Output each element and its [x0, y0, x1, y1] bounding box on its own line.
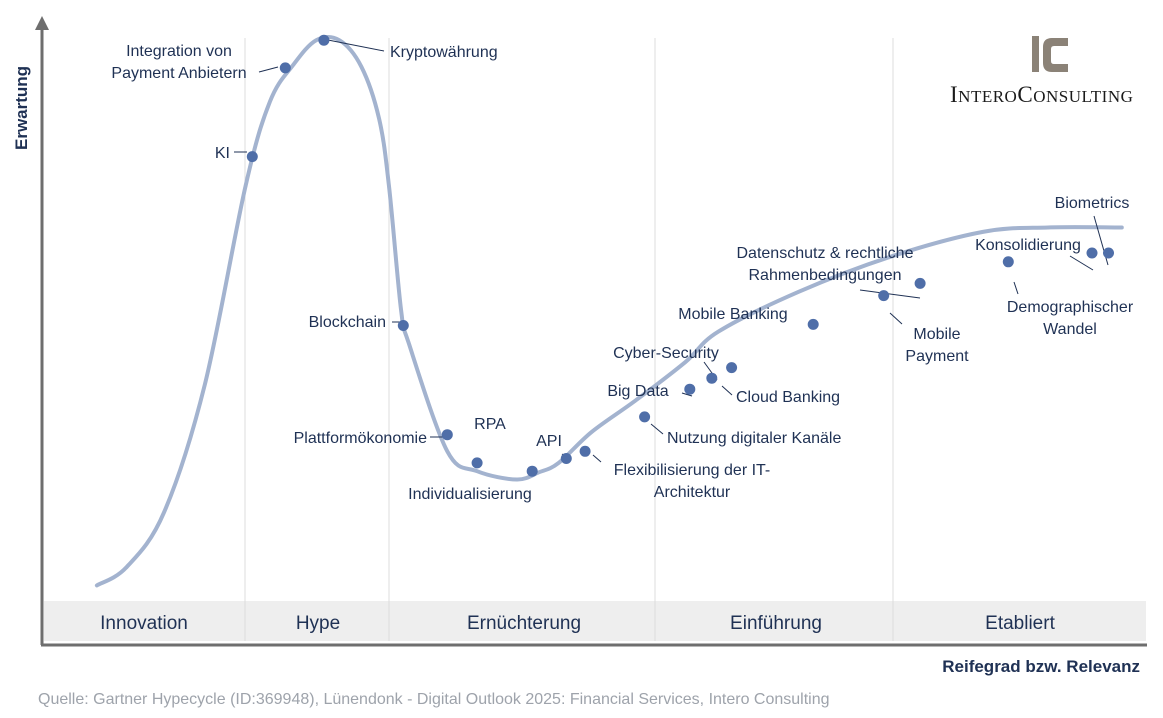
data-point-individualisierung [526, 465, 538, 477]
label-demographischer-line2: Wandel [1043, 321, 1097, 338]
data-point-cyber-security [706, 372, 718, 384]
label-api: API [536, 433, 562, 450]
label-individualisierung: Individualisierung [408, 486, 532, 503]
leader-line [889, 312, 903, 325]
label-plattformoekonomie: Plattformökonomie [294, 430, 427, 447]
hype-curve [94, 35, 1124, 588]
data-point-blockchain [397, 320, 409, 331]
leader-line [1013, 281, 1019, 295]
label-nutzung-digitaler-kanaele: Nutzung digitaler Kanäle [667, 430, 841, 447]
phase-label-einfuehrung: Einführung [730, 613, 822, 634]
data-point-api [560, 453, 572, 464]
phase-band [44, 601, 1146, 641]
label-cloud-banking: Cloud Banking [736, 389, 840, 406]
label-datenschutz-line1: Datenschutz & rechtliche [737, 245, 914, 262]
x-axis-title: Reifegrad bzw. Relevanz [942, 657, 1140, 676]
data-point-datenschutz-rechtliche-rahmenbedingungen [914, 277, 926, 289]
label-big-data: Big Data [607, 383, 668, 400]
data-point-mobile-banking [807, 318, 819, 330]
label-integration-line1: Integration von [126, 43, 232, 60]
label-mobile-payment-line2: Payment [905, 348, 969, 365]
leader-lines [234, 39, 1109, 463]
leader-line [721, 385, 733, 396]
logo-mark-icon [1032, 36, 1068, 72]
leader-line [592, 454, 602, 463]
leader-line [258, 66, 279, 73]
label-ki: KI [215, 145, 230, 162]
intero-consulting-logo: INTEROCONSULTING [950, 34, 1155, 114]
data-point-konsolidierung [1086, 247, 1098, 259]
data-point-demographischer-wandel [1002, 256, 1014, 268]
phase-label-hype: Hype [296, 613, 340, 634]
label-blockchain: Blockchain [309, 314, 386, 331]
label-flexibilisierung-line2: Architektur [654, 484, 731, 501]
data-point-nutzung-digitaler-kanäle [639, 411, 651, 423]
label-cyber-security: Cyber-Security [613, 345, 719, 362]
label-mobile-payment-line1: Mobile [913, 326, 960, 343]
data-point-rpa [471, 457, 483, 469]
data-point-ki [246, 151, 258, 163]
y-axis-arrow [35, 16, 49, 30]
data-point-flexibilisierung-der-it-architektur [579, 445, 591, 457]
label-kryptowaehrung: Kryptowährung [390, 44, 498, 61]
data-point-mobile-payment [878, 290, 890, 302]
data-points [246, 34, 1114, 477]
logo-wordmark: INTEROCONSULTING [950, 82, 1134, 107]
leader-line [681, 392, 693, 397]
label-integration-line2: Payment Anbietern [111, 65, 246, 82]
label-demographischer-line1: Demographischer [1007, 299, 1134, 316]
label-datenschutz-line2: Rahmenbedingungen [748, 267, 901, 284]
data-point-big-data [684, 383, 696, 395]
leader-line [1069, 255, 1094, 271]
label-biometrics: Biometrics [1055, 195, 1130, 212]
phase-label-ernuechterung: Ernüchterung [467, 613, 581, 634]
y-axis-title: Erwartung [12, 66, 31, 150]
data-point-kryptowährung [318, 34, 330, 46]
label-rpa: RPA [474, 416, 506, 433]
data-point-biometrics [1103, 247, 1114, 259]
data-point-integration-von-payment-anbietern [279, 62, 291, 74]
leader-line [327, 39, 385, 52]
phase-label-etabliert: Etabliert [985, 613, 1055, 634]
data-point-plattformökonomie [441, 429, 453, 441]
leader-line [859, 289, 921, 299]
label-flexibilisierung-line1: Flexibilisierung der IT- [614, 462, 771, 479]
label-mobile-banking: Mobile Banking [678, 306, 787, 323]
label-konsolidierung: Konsolidierung [975, 237, 1081, 254]
source-note: Quelle: Gartner Hypecycle (ID:369948), L… [38, 691, 830, 708]
phase-label-innovation: Innovation [100, 613, 188, 634]
data-point-cloud-banking [726, 362, 738, 374]
leader-line [650, 423, 664, 435]
